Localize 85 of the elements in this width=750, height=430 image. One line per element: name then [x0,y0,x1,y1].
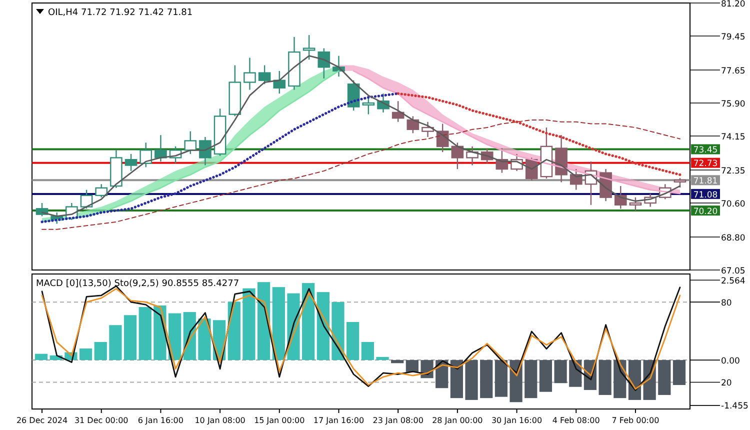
bar [524,360,538,398]
candlestick [95,184,108,198]
y-tick-label: -1.455 [721,402,748,412]
y-tick-label: 67.05 [721,266,746,276]
candlestick [614,185,627,210]
x-tick-label: 30 Jan 16:00 [491,416,542,425]
text: OIL,H4 71.72 71.92 71.42 71.81 [48,8,193,18]
bar [109,325,122,360]
bar [228,302,240,360]
candlestick [674,178,686,188]
bar [406,360,418,372]
candlestick [273,70,286,94]
bar [450,360,463,398]
x-tick-label: 6 Jan 16:00 [138,416,184,425]
ref-line-label: 72.73 [693,159,718,170]
ref-line-label: 70.20 [693,206,718,217]
bar [316,292,330,360]
x-tick-label: 31 Dec 00:00 [74,416,128,425]
text: MACD [0](13,50) Sto(9,2,5) 90.8555 85.4277 [36,279,240,289]
y2-tick-label: 80 [721,298,732,308]
candlestick [451,142,464,170]
bar [658,360,671,395]
candlestick [258,64,271,85]
candlestick [140,142,152,168]
candlestick [154,134,167,162]
line-series [42,119,680,230]
x-tick-label: 23 Jan 08:00 [372,416,424,425]
y-tick-label: 77.65 [721,66,746,76]
y-tick-label: 0.00 [721,356,740,366]
bar [361,342,374,360]
bar [242,288,256,360]
candlestick [80,189,93,210]
candlestick [184,130,197,155]
candlestick [422,121,434,138]
y-tick-label: 79.45 [721,32,746,42]
bar [168,313,182,360]
ref-line-label: 71.08 [693,190,718,200]
line-series [396,92,682,176]
candlestick [629,196,642,212]
bar [258,282,270,360]
bar [79,348,92,360]
x-tick-label: 17 Jan 16:00 [313,416,364,425]
bar [302,283,315,360]
bar [272,287,285,360]
bar [138,307,152,360]
y-tick-label: 72.35 [721,166,746,176]
x-tick-label: 15 Jan 00:00 [254,416,305,425]
candlestick [570,168,582,190]
candlestick [466,146,478,166]
y2-tick-label: 20 [721,378,732,389]
x-tick-label: 28 Jan 00:00 [432,416,483,425]
y-tick-label: 68.80 [721,233,746,244]
x-tick-label: 4 Feb 08:00 [552,416,600,425]
x-tick-label: 10 Jan 08:00 [194,416,246,425]
bar [539,360,552,392]
candlestick [36,202,48,217]
bar [94,342,107,360]
bar [672,360,686,385]
y-tick-label: 74.15 [721,132,746,142]
bar [480,360,493,398]
y-tick-label: 81.20 [721,0,746,10]
y-tick-label: 70.60 [721,199,746,210]
bar [332,302,344,360]
ref-line-label: 73.45 [693,146,718,156]
y-tick-label: 75.90 [721,99,746,110]
bar [34,354,48,360]
candlestick [302,34,316,60]
candlestick [244,57,256,90]
bar [628,360,642,400]
candlestick [124,153,138,172]
bar [598,360,612,395]
bar [391,360,404,364]
bar [198,318,211,360]
bar [124,315,137,360]
candlestick [318,48,330,80]
x-tick-label: 26 Dec 2024 [16,416,68,425]
y-tick-label: 2.564 [721,276,746,286]
candlestick [199,136,212,166]
bar [554,360,567,384]
x-tick-label: 7 Feb 00:00 [612,416,660,425]
bar [376,356,389,360]
bar [346,322,360,360]
bar [465,360,478,400]
ref-line-label: 71.81 [693,176,718,186]
bar [494,360,508,397]
